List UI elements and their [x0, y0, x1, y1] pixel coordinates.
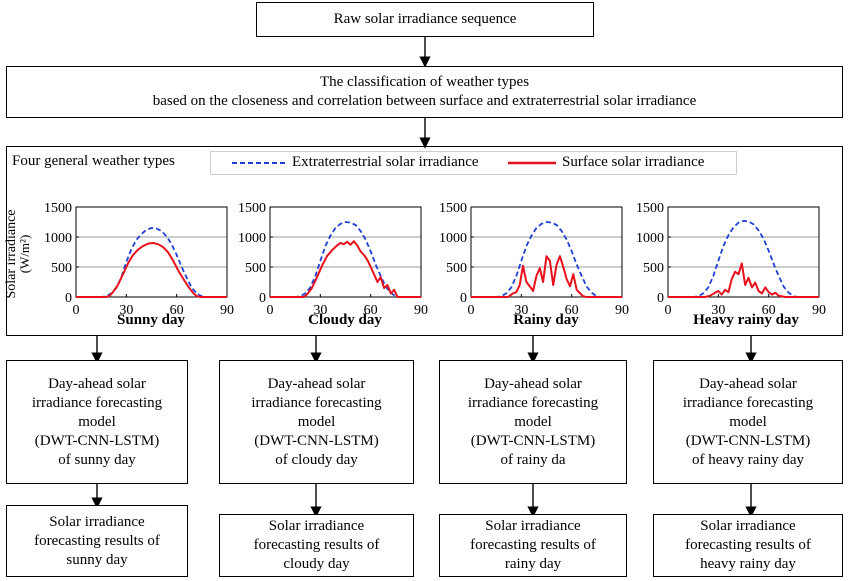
result-box-heavy-rainy: Solar irradiance forecasting results of …	[653, 514, 843, 577]
series-surface-solar-irradiance	[471, 255, 622, 298]
legend-solid-line-icon	[508, 161, 556, 165]
x-tick-label: 0	[468, 303, 475, 315]
x-tick-label: 60	[364, 303, 378, 315]
plot-frame	[269, 206, 422, 298]
series-surface-solar-irradiance	[76, 242, 227, 298]
y-tick-label: 1500	[238, 201, 266, 216]
x-tick-label: 0	[73, 303, 80, 315]
y-axis-label-title: Solar irradiance	[4, 209, 19, 298]
y-tick-label: 0	[460, 291, 467, 306]
legend	[210, 151, 737, 175]
plot-frame	[75, 206, 228, 298]
y-tick-label: 1500	[439, 201, 467, 216]
chart-cloudy-day: 0 500 1000 1500 0 30 60 90	[238, 201, 428, 315]
model-box-sunny: Day-ahead solar irradiance forecasting m…	[6, 360, 188, 484]
result-box-sunny-text: Solar irradiance forecasting results of …	[34, 513, 160, 568]
raw-sequence-label: Raw solar irradiance sequence	[333, 11, 517, 27]
y-tick-label: 0	[657, 291, 664, 306]
x-tick-label: 90	[615, 303, 629, 315]
y-tick-label: 500	[245, 261, 266, 276]
x-tick-label: 60	[565, 303, 579, 315]
model-box-heavy-rainy: Day-ahead solar irradiance forecasting m…	[653, 360, 843, 484]
x-tick-label: 30	[514, 303, 528, 315]
model-box-heavy-rainy-text: Day-ahead solar irradiance forecasting m…	[682, 375, 814, 468]
plot-frame	[667, 206, 820, 298]
y-axis-label-unit: (W/m²)	[17, 235, 32, 274]
result-box-rainy: Solar irradiance forecasting results of …	[439, 514, 627, 577]
y-tick-label: 1000	[44, 231, 72, 246]
result-box-sunny: Solar irradiance forecasting results of …	[6, 505, 188, 577]
y-axis-label: Solar irradiance (W/m²)	[4, 209, 32, 298]
legend-extraterrestrial-label: Extraterrestrial solar irradiance	[292, 154, 479, 170]
caption-rainy-day: Rainy day	[513, 312, 579, 328]
caption-sunny-day: Sunny day	[117, 312, 185, 328]
weather-types-panel	[6, 146, 843, 336]
x-tick-label: 60	[762, 303, 776, 315]
x-tick-label: 30	[313, 303, 327, 315]
series-surface-solar-irradiance	[270, 240, 421, 298]
x-tick-label: 60	[170, 303, 184, 315]
chart-sunny-day: 0 500 1000 1500 0 30 60 90	[44, 201, 234, 315]
model-box-cloudy-text: Day-ahead solar irradiance forecasting m…	[251, 375, 382, 468]
series-extraterrestrial-solar-irradiance	[76, 227, 227, 298]
y-tick-label: 0	[65, 291, 72, 306]
x-tick-label: 90	[220, 303, 234, 315]
model-box-cloudy: Day-ahead solar irradiance forecasting m…	[219, 360, 414, 484]
caption-cloudy-day: Cloudy day	[308, 312, 382, 328]
y-tick-label: 500	[446, 261, 467, 276]
legend-dashed-line-icon	[232, 162, 286, 164]
y-tick-label: 1000	[439, 231, 467, 246]
plot-frame	[470, 206, 623, 298]
x-tick-label: 30	[119, 303, 133, 315]
chart-heavy-rainy-day: 0 500 1000 1500 0 30 60 90	[636, 201, 826, 315]
series-surface-solar-irradiance	[668, 262, 819, 298]
series-extraterrestrial-solar-irradiance	[668, 219, 819, 298]
result-box-rainy-text: Solar irradiance forecasting results of …	[470, 518, 596, 572]
chart-rainy-day: 0 500 1000 1500 0 30 60 90	[439, 201, 629, 315]
legend-surface-label: Surface solar irradiance	[562, 154, 705, 170]
x-tick-label: 90	[812, 303, 826, 315]
y-tick-label: 500	[643, 261, 664, 276]
y-tick-label: 0	[259, 291, 266, 306]
classification-line-1: The classification of weather types	[319, 74, 530, 90]
raw-sequence-box: Raw solar irradiance sequence	[256, 2, 594, 37]
series-extraterrestrial-solar-irradiance	[270, 221, 421, 298]
model-box-rainy: Day-ahead solar irradiance forecasting m…	[439, 360, 627, 484]
result-box-heavy-rainy-text: Solar irradiance forecasting results of …	[685, 518, 811, 572]
y-tick-label: 500	[51, 261, 72, 276]
classification-box: The classification of weather types base…	[6, 66, 843, 118]
result-box-cloudy-text: Solar irradiance forecasting results of …	[253, 518, 380, 572]
panel-title: Four general weather types	[12, 153, 175, 169]
classification-line-2: based on the closeness and correlation b…	[152, 93, 697, 109]
y-tick-label: 1000	[238, 231, 266, 246]
y-tick-label: 1000	[636, 231, 664, 246]
x-tick-label: 30	[711, 303, 725, 315]
caption-heavy-rainy-day: Heavy rainy day	[693, 312, 799, 328]
y-tick-label: 1500	[636, 201, 664, 216]
series-extraterrestrial-solar-irradiance	[471, 221, 622, 298]
model-box-rainy-text: Day-ahead solar irradiance forecasting m…	[467, 375, 599, 468]
x-tick-label: 0	[665, 303, 672, 315]
model-box-sunny-text: Day-ahead solar irradiance forecasting m…	[31, 375, 163, 468]
result-box-cloudy: Solar irradiance forecasting results of …	[219, 514, 414, 577]
x-tick-label: 90	[414, 303, 428, 315]
x-tick-label: 0	[267, 303, 274, 315]
y-tick-label: 1500	[44, 201, 72, 216]
